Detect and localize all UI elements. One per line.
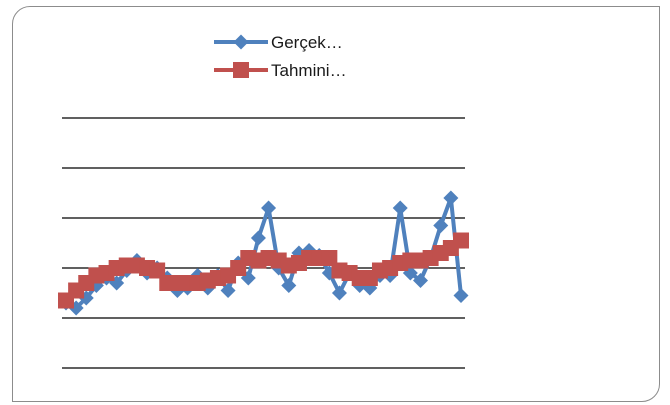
data-point	[433, 218, 449, 233]
legend-item: Gerçek…	[214, 33, 343, 52]
legend-item: Tahmini…	[214, 61, 347, 80]
data-point	[453, 288, 469, 303]
legend-label: Tahmini…	[271, 61, 347, 80]
data-point	[443, 190, 459, 206]
legend-marker	[233, 62, 249, 78]
data-point	[392, 200, 408, 216]
legend: Gerçek… Tahmini…	[214, 33, 347, 80]
data-point	[220, 283, 236, 298]
legend-label: Gerçek…	[271, 33, 343, 52]
data-point	[331, 285, 347, 301]
data-point	[250, 230, 266, 246]
chart-frame	[12, 6, 660, 402]
series-1	[58, 232, 469, 309]
series-layer	[58, 190, 469, 316]
data-point	[261, 200, 277, 216]
data-point	[281, 278, 297, 293]
data-point	[149, 262, 166, 279]
legend-marker	[233, 34, 249, 50]
data-point	[412, 273, 428, 288]
data-point	[453, 232, 469, 249]
data-point	[321, 250, 338, 266]
